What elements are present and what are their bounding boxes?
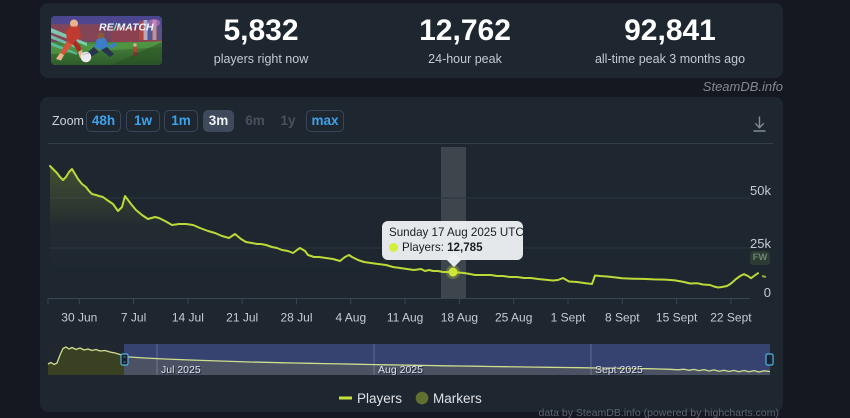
svg-text:4 Aug: 4 Aug xyxy=(335,311,366,325)
svg-text:14 Jul: 14 Jul xyxy=(172,311,204,325)
svg-text:28 Jul: 28 Jul xyxy=(280,311,312,325)
svg-text:Jul 2025: Jul 2025 xyxy=(161,364,201,376)
svg-text:50k: 50k xyxy=(750,183,771,198)
svg-text:11 Aug: 11 Aug xyxy=(387,311,423,325)
svg-text:Players: Players xyxy=(357,391,402,406)
svg-text:8 Sept: 8 Sept xyxy=(605,311,640,325)
svg-text:22 Sept: 22 Sept xyxy=(710,311,752,325)
svg-text:1 Sept: 1 Sept xyxy=(551,311,586,325)
svg-text:21 Jul: 21 Jul xyxy=(226,311,258,325)
svg-text:18 Aug: 18 Aug xyxy=(441,311,478,325)
svg-text:30 Jun: 30 Jun xyxy=(61,311,97,325)
svg-text:7 Jul: 7 Jul xyxy=(121,311,146,325)
svg-text:Markers: Markers xyxy=(433,391,482,406)
svg-text:15 Sept: 15 Sept xyxy=(656,311,698,325)
svg-text:Sept 2025: Sept 2025 xyxy=(595,364,643,376)
svg-text:0: 0 xyxy=(764,285,771,300)
svg-text:Aug 2025: Aug 2025 xyxy=(378,364,423,376)
svg-text:RE/MATCH: RE/MATCH xyxy=(99,22,154,34)
svg-text:25k: 25k xyxy=(750,236,771,251)
svg-text:25 Aug: 25 Aug xyxy=(495,311,532,325)
